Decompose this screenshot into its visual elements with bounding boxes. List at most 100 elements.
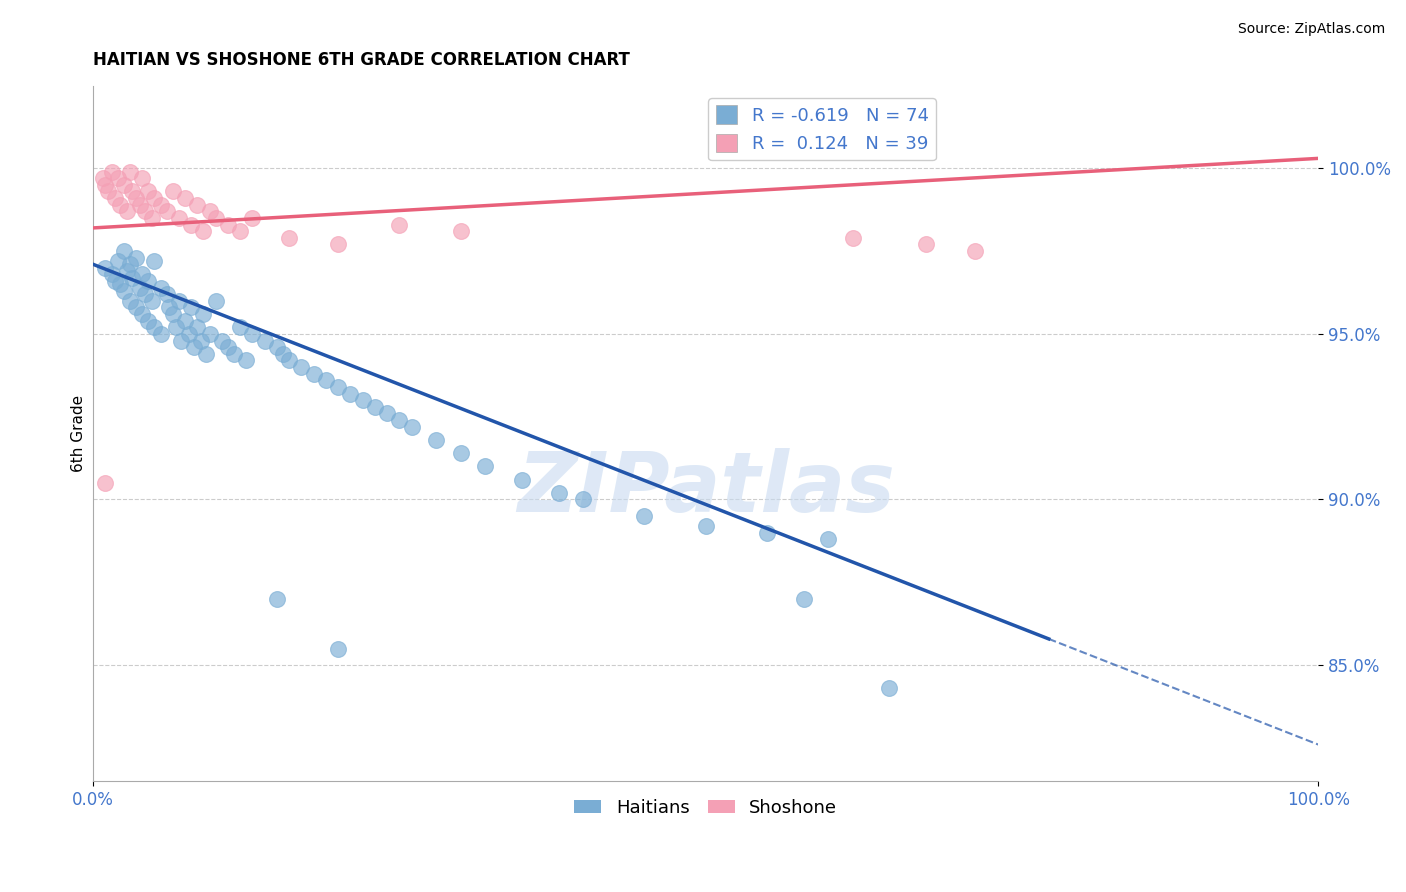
Point (328, 641, 350, 656)
Point (131, 267, 153, 281)
Point (190, 334, 212, 348)
Point (510, 473, 533, 487)
Point (266, 340, 288, 354)
Point (266, 591, 288, 606)
Point (125, 191, 148, 205)
Point (104, 191, 127, 205)
Point (156, 204, 179, 219)
Point (388, 218, 411, 232)
Point (315, 373, 337, 387)
Point (134, 287, 156, 301)
Point (108, 198, 131, 212)
Point (143, 254, 166, 268)
Point (547, 486, 569, 500)
Point (157, 301, 180, 315)
Point (94, 178, 117, 192)
Point (100, 164, 122, 178)
Point (328, 237, 350, 252)
Text: ZIPatlas: ZIPatlas (517, 449, 894, 529)
Point (842, 231, 865, 245)
Point (141, 211, 163, 225)
Point (180, 218, 202, 232)
Point (186, 320, 208, 334)
Point (162, 307, 184, 321)
Point (94, 260, 117, 275)
Point (125, 301, 148, 315)
Point (352, 393, 374, 408)
Point (128, 198, 150, 212)
Point (450, 446, 472, 460)
Point (242, 211, 264, 225)
Point (107, 171, 129, 186)
Point (278, 353, 301, 368)
Point (131, 307, 153, 321)
Point (242, 326, 264, 341)
Point (204, 211, 226, 225)
Point (118, 257, 141, 271)
Point (117, 264, 139, 278)
Point (222, 347, 245, 361)
Legend: Haitians, Shoshone: Haitians, Shoshone (567, 792, 845, 824)
Point (141, 293, 163, 308)
Point (217, 218, 239, 232)
Point (695, 519, 717, 533)
Point (117, 204, 139, 219)
Point (104, 274, 127, 288)
Point (167, 293, 190, 308)
Point (572, 492, 595, 507)
Point (339, 386, 361, 401)
Point (162, 185, 184, 199)
Point (388, 413, 411, 427)
Point (167, 211, 190, 225)
Point (125, 251, 148, 265)
Point (401, 419, 423, 434)
Point (290, 359, 312, 374)
Point (793, 591, 815, 606)
Point (965, 244, 987, 259)
Point (756, 525, 779, 540)
Point (375, 406, 398, 420)
Point (112, 284, 135, 298)
Point (166, 320, 188, 334)
Point (136, 274, 159, 288)
Point (211, 334, 233, 348)
Point (186, 198, 208, 212)
Point (136, 185, 159, 199)
Point (180, 301, 202, 315)
Point (450, 224, 472, 238)
Point (271, 347, 294, 361)
Point (149, 326, 172, 341)
Point (198, 326, 221, 341)
Point (136, 313, 159, 327)
Point (915, 237, 938, 252)
Point (183, 340, 205, 354)
Point (425, 433, 447, 447)
Point (112, 244, 135, 259)
Point (91, 171, 114, 186)
Point (149, 198, 172, 212)
Point (156, 287, 179, 301)
Text: Source: ZipAtlas.com: Source: ZipAtlas.com (1237, 22, 1385, 37)
Point (194, 347, 217, 361)
Point (193, 307, 215, 321)
Y-axis label: 6th Grade: 6th Grade (72, 394, 86, 472)
Point (108, 277, 131, 292)
Point (143, 320, 166, 334)
Point (229, 224, 252, 238)
Point (253, 334, 276, 348)
Point (121, 185, 143, 199)
Point (198, 204, 221, 219)
Point (235, 353, 257, 368)
Point (193, 224, 215, 238)
Point (118, 164, 141, 178)
Point (328, 380, 350, 394)
Point (143, 191, 166, 205)
Point (94, 475, 117, 490)
Point (817, 533, 839, 547)
Point (217, 340, 239, 354)
Text: HAITIAN VS SHOSHONE 6TH GRADE CORRELATION CHART: HAITIAN VS SHOSHONE 6TH GRADE CORRELATIO… (93, 51, 630, 69)
Point (278, 231, 301, 245)
Point (131, 171, 153, 186)
Point (134, 204, 156, 219)
Point (474, 459, 496, 474)
